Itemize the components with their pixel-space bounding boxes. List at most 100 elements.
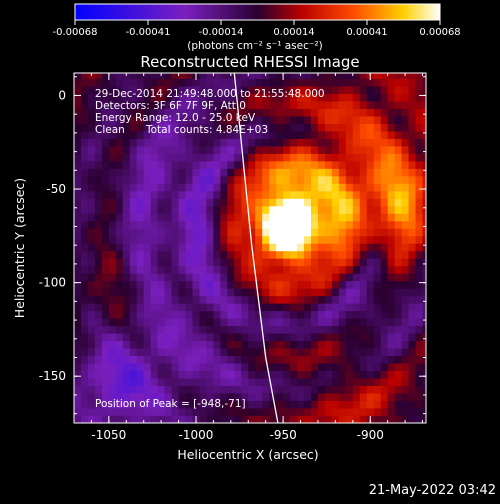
heatmap-cell — [185, 183, 193, 192]
heatmap-cell — [373, 318, 382, 327]
heatmap-cell — [262, 415, 270, 423]
heatmap-cell — [317, 123, 326, 132]
heatmap-cell — [199, 101, 207, 109]
heatmap-cell — [366, 393, 375, 401]
heatmap-cell — [171, 220, 179, 229]
heatmap-cell — [227, 325, 235, 334]
heatmap-cell — [380, 93, 389, 102]
heatmap-cell — [401, 108, 409, 117]
heatmap-cell — [324, 333, 333, 342]
heatmap-cell — [136, 333, 145, 342]
heatmap-cell — [101, 108, 110, 117]
heatmap-cell — [171, 228, 179, 237]
heatmap-cell — [290, 303, 298, 312]
heatmap-cell — [331, 385, 340, 394]
heatmap-cell — [401, 348, 409, 357]
heatmap-cell — [359, 393, 368, 401]
heatmap-cell — [136, 318, 145, 327]
heatmap-cell — [380, 415, 389, 423]
heatmap-cell — [345, 168, 354, 177]
heatmap-cell — [394, 310, 402, 319]
heatmap-cell — [185, 108, 193, 117]
heatmap-cell — [248, 86, 256, 94]
heatmap-cell — [324, 363, 333, 371]
heatmap-cell — [185, 205, 193, 214]
heatmap-cell — [401, 228, 409, 237]
heatmap-cell — [408, 220, 416, 229]
heatmap-cell — [234, 340, 242, 349]
heatmap-cell — [283, 138, 291, 147]
heatmap-cell — [248, 408, 256, 416]
heatmap-cell — [178, 295, 186, 304]
heatmap-cell — [408, 250, 416, 259]
heatmap-cell — [324, 310, 333, 319]
heatmap-cell — [185, 220, 193, 229]
heatmap-cell — [122, 213, 131, 222]
heatmap-cell — [310, 303, 319, 312]
heatmap-cell — [394, 198, 402, 207]
heatmap-cell — [262, 303, 270, 312]
heatmap-cell — [262, 273, 270, 282]
heatmap-cell — [80, 288, 89, 297]
heatmap-cell — [248, 116, 256, 124]
heatmap-cell — [248, 318, 256, 327]
y-tick-label: -100 — [39, 276, 66, 290]
heatmap-cell — [143, 123, 152, 132]
heatmap-cell — [115, 310, 124, 319]
heatmap-cell — [310, 205, 319, 214]
heatmap-cell — [331, 205, 340, 214]
heatmap-cell — [192, 145, 200, 154]
heatmap-cell — [304, 160, 312, 169]
heatmap-cell — [373, 123, 382, 132]
heatmap-cell — [276, 86, 284, 94]
heatmap-cell — [255, 355, 263, 364]
heatmap-cell — [310, 213, 319, 222]
heatmap-cell — [136, 123, 145, 132]
heatmap-cell — [241, 363, 249, 371]
heatmap-cell — [234, 183, 242, 192]
heatmap-cell — [415, 325, 423, 334]
heatmap-cell — [290, 295, 298, 304]
heatmap-cell — [317, 183, 326, 192]
heatmap-cell — [345, 116, 354, 124]
heatmap-cell — [164, 138, 172, 147]
heatmap-cell — [108, 415, 117, 423]
heatmap-cell — [283, 198, 291, 207]
heatmap-cell — [394, 160, 402, 169]
heatmap-cell — [108, 198, 117, 207]
heatmap-cell — [185, 86, 193, 94]
heatmap-cell — [373, 408, 382, 416]
heatmap-cell — [304, 73, 312, 80]
heatmap-cell — [269, 213, 277, 222]
heatmap-cell — [80, 116, 89, 124]
heatmap-cell — [394, 415, 402, 423]
heatmap-cell — [171, 145, 179, 154]
heatmap-cell — [276, 73, 284, 80]
heatmap-cell — [206, 363, 214, 371]
heatmap-cell — [115, 415, 124, 423]
heatmap-cell — [108, 123, 117, 132]
heatmap-cell — [262, 235, 270, 244]
heatmap-cell — [373, 198, 382, 207]
heatmap-cell — [394, 153, 402, 162]
heatmap-cell — [87, 220, 96, 229]
heatmap-cell — [338, 400, 347, 409]
heatmap-cell — [192, 131, 200, 139]
heatmap-cell — [227, 198, 235, 207]
heatmap-cell — [317, 108, 326, 117]
heatmap-cell — [192, 93, 200, 102]
heatmap-cell — [220, 160, 228, 169]
heatmap-cell — [80, 295, 89, 304]
heatmap-cell — [108, 160, 117, 169]
heatmap-cell — [101, 220, 110, 229]
time-range-text: 29-Dec-2014 21:49:48.000 to 21:55:48.000 — [95, 88, 325, 100]
heatmap-cell — [164, 258, 172, 267]
heatmap-cell — [227, 175, 235, 184]
heatmap-cell — [422, 355, 426, 364]
heatmap-cell — [304, 303, 312, 312]
heatmap-cell — [276, 303, 284, 312]
heatmap-cell — [136, 303, 145, 312]
heatmap-cell — [220, 123, 228, 132]
heatmap-cell — [269, 86, 277, 94]
heatmap-cell — [199, 183, 207, 192]
